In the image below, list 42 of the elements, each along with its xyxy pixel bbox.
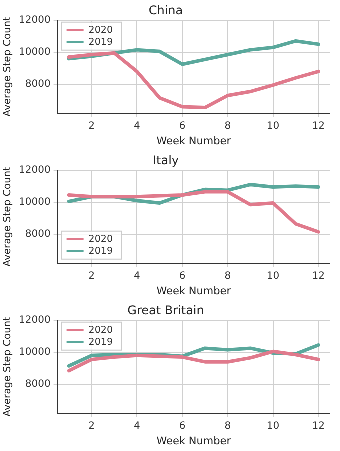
y-tick-label: 12000 [19,14,51,26]
chart-title: China [148,3,184,18]
y-tick-label: 8000 [25,379,51,390]
x-tick-label: 6 [179,120,186,132]
y-tick-label: 12000 [19,164,51,176]
x-tick-label: 12 [312,270,326,282]
y-axis-title: Average Step Count [2,166,14,267]
y-tick-label: 10000 [19,47,51,58]
legend-label: 2019 [88,336,113,348]
y-tick-label: 10000 [19,197,51,208]
x-tick-label: 12 [312,120,326,132]
y-tick-label: 10000 [19,347,51,358]
y-axis-title: Average Step Count [2,316,14,417]
x-tick-label: 4 [134,420,140,432]
x-tick-label: 2 [88,420,96,432]
x-axis-title: Week Number [156,135,232,148]
x-tick-label: 10 [266,270,280,282]
x-tick-label: 6 [179,270,186,282]
x-tick-label: 12 [312,420,326,432]
legend-label: 2020 [88,234,113,245]
x-tick-label: 10 [266,420,280,432]
legend-label: 2019 [88,246,113,257]
x-axis-title: Week Number [156,435,232,448]
x-tick-label: 4 [134,270,140,282]
y-tick-label: 12000 [19,314,51,326]
x-tick-label: 2 [88,120,96,132]
y-tick-label: 8000 [25,229,51,240]
x-tick-label: 2 [88,270,96,282]
x-tick-label: 8 [224,420,232,432]
x-tick-label: 8 [224,270,232,282]
y-axis-title: Average Step Count [2,16,14,117]
legend-label: 2020 [88,24,113,36]
x-tick-label: 4 [134,120,140,132]
x-tick-label: 6 [179,420,186,432]
y-tick-label: 8000 [25,79,51,90]
x-tick-label: 10 [266,120,280,132]
chart-title: Great Britain [128,303,204,318]
x-tick-label: 8 [224,120,232,132]
x-axis-title: Week Number [156,285,232,298]
chart-title: Italy [152,153,180,168]
legend-label: 2019 [88,36,113,48]
legend-label: 2020 [88,324,113,336]
